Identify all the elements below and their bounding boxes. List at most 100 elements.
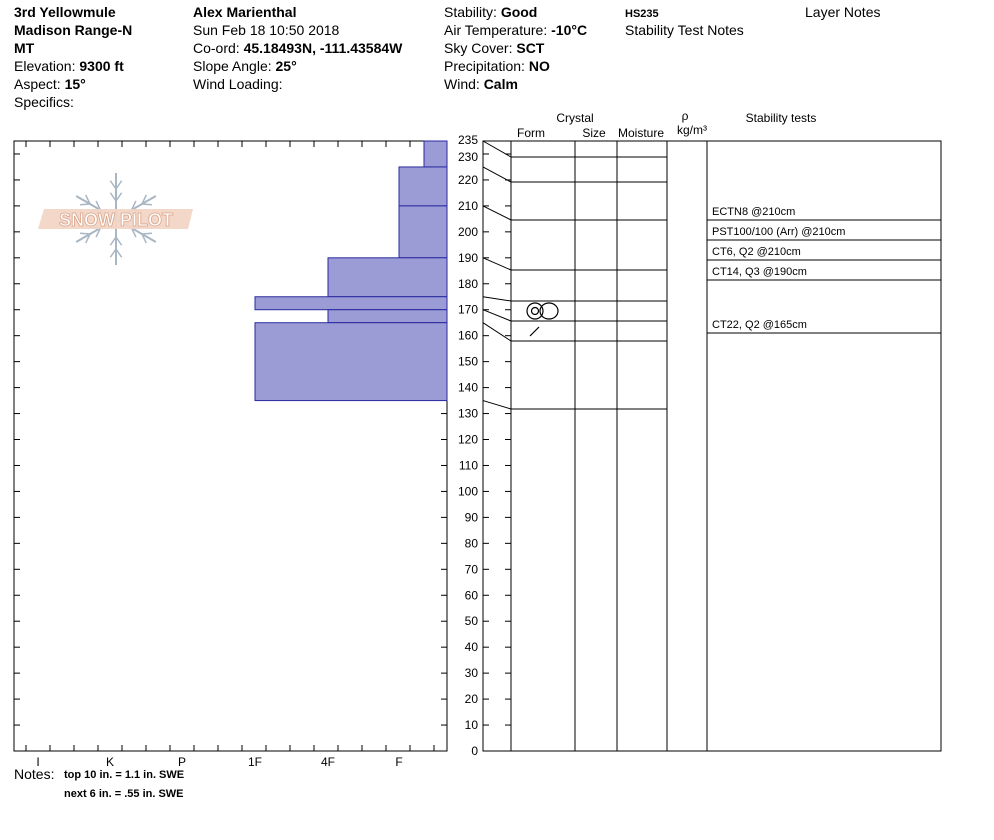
range-name: Madison Range-N [14, 22, 133, 38]
location-name: 3rd Yellowmule [14, 4, 116, 20]
sky-cover: Sky Cover: SCT [444, 39, 544, 57]
hardness-bar [423, 140, 448, 168]
slope-value: 25° [275, 58, 297, 74]
snowflake-branch [141, 232, 153, 235]
stability-test-entry: ECTN8 @210cm [712, 206, 795, 218]
hardness-label: 1F [248, 755, 262, 769]
rounded-grains-symbol-inner [530, 306, 540, 316]
wind-label: Wind: [444, 76, 480, 92]
hardness-bar [254, 322, 448, 402]
stability-label: Stability: [444, 4, 497, 20]
observation-datetime: Sun Feb 18 10:50 2018 [193, 22, 340, 38]
height-tick-label: 50 [465, 614, 479, 628]
table-header: Form [517, 126, 545, 140]
layer-table: Crystal Form Size Moisture ρkg/m³ Stability t… [482, 109, 942, 752]
snowflake-branch [79, 203, 91, 206]
snowflake-branch [115, 192, 123, 202]
height-tick-label: 90 [465, 510, 479, 524]
stability-test-entry: PST100/100 (Arr) @210cm [712, 226, 845, 238]
hardness-label: 4F [321, 755, 335, 769]
height-tick-label: 120 [458, 433, 478, 447]
hardness-bar [327, 309, 448, 324]
coordinates: Co-ord: 45.18493N, -111.43584W [193, 39, 402, 57]
snowflake-branch [109, 236, 117, 246]
snowflake-branch [141, 194, 147, 205]
state-name: MT [14, 40, 35, 56]
snowflake-branch [141, 233, 147, 244]
hardness-panel: I K P 1F 4F F [13, 140, 448, 769]
snowflake-branch [85, 194, 91, 205]
precip-label: Precipitation: [444, 58, 525, 74]
height-tick-label: 20 [465, 692, 479, 706]
height-tick-label: 200 [458, 225, 478, 239]
height-tick-label: 70 [465, 562, 479, 576]
elevation: Elevation: 9300 ft [14, 57, 124, 75]
height-tick-label: 180 [458, 277, 478, 291]
height-tick-label: 100 [458, 484, 478, 498]
hardness-bar [398, 205, 448, 259]
air-temperature: Air Temperature: -10°C [444, 21, 587, 39]
height-tick-label: 190 [458, 251, 478, 265]
decomposing-fragments-symbol [529, 326, 540, 337]
height-tick-label: 210 [458, 199, 478, 213]
snowflake-branch [141, 203, 153, 206]
snowflake-branch [95, 227, 102, 238]
snowflake-branch [109, 180, 117, 190]
elevation-value: 9300 ft [79, 58, 124, 74]
table-header: kg/m³ [677, 123, 707, 137]
snowflake-branch [109, 192, 117, 202]
layer-link-line [482, 166, 512, 183]
wind-loading-label: Wind Loading: [193, 76, 283, 92]
height-tick-label: 0 [471, 744, 478, 758]
table-header: Stability tests [746, 111, 817, 125]
aspect: Aspect: 15° [14, 75, 86, 93]
hardness-label: P [178, 755, 186, 769]
snowflake-branch [130, 227, 137, 238]
air-temp-label: Air Temperature: [444, 22, 548, 38]
hardness-label: I [36, 755, 39, 769]
specifics-label: Specifics: [14, 94, 74, 110]
coord-label: Co-ord: [193, 40, 240, 56]
snowpilot-logo: SNOW PILOT [38, 173, 193, 265]
layer-notes-label: Layer Notes [805, 4, 881, 20]
table-frame [482, 140, 942, 752]
layer-link-line [482, 140, 512, 158]
hardness-label: F [395, 755, 402, 769]
snow-height: HS235 [625, 8, 659, 20]
height-tick-label: 150 [458, 355, 478, 369]
air-temp-value: -10°C [551, 22, 588, 38]
aspect-value: 15° [64, 76, 86, 92]
height-tick-label: 30 [465, 666, 479, 680]
wind: Wind: Calm [444, 75, 518, 93]
stability-value: Good [500, 4, 538, 20]
observer-name: Alex Marienthal [193, 4, 297, 20]
layer-link-line [482, 309, 512, 322]
table-header: Moisture [618, 126, 664, 140]
table-header: Crystal [556, 111, 593, 125]
height-tick-label: 170 [458, 303, 478, 317]
height-tick-label: 110 [459, 458, 478, 472]
rounded-grains-symbol [526, 302, 544, 320]
snowflake-branch [109, 248, 117, 258]
wind-value: Calm [483, 76, 518, 92]
layer-link-line [482, 400, 512, 410]
stability: Stability: Good [444, 3, 537, 21]
height-tick-label: 130 [458, 407, 478, 421]
layer-link-line [482, 205, 512, 221]
stability-test-entry: CT6, Q2 @210cm [712, 246, 801, 258]
table-header: ρ [682, 109, 689, 123]
aspect-label: Aspect: [14, 76, 61, 92]
snowflake-branch [79, 232, 91, 235]
snowflake-branch [115, 248, 123, 258]
height-tick-label: 235 [458, 133, 478, 147]
layer-link-line [482, 257, 512, 271]
notes-line-2: next 6 in. = .55 in. SWE [64, 788, 184, 800]
height-tick-label: 80 [465, 536, 479, 550]
stability-test-entry: CT22, Q2 @165cm [712, 319, 807, 331]
logo-text: SNOW PILOT [59, 210, 173, 230]
height-axis: 0 10 20 30 40 50 60 70 80 90 100 110 120 130 140 150 160… [458, 133, 478, 758]
height-tick-label: 220 [458, 173, 478, 187]
height-tick-label: 10 [465, 718, 479, 732]
table-header: Size [582, 126, 606, 140]
